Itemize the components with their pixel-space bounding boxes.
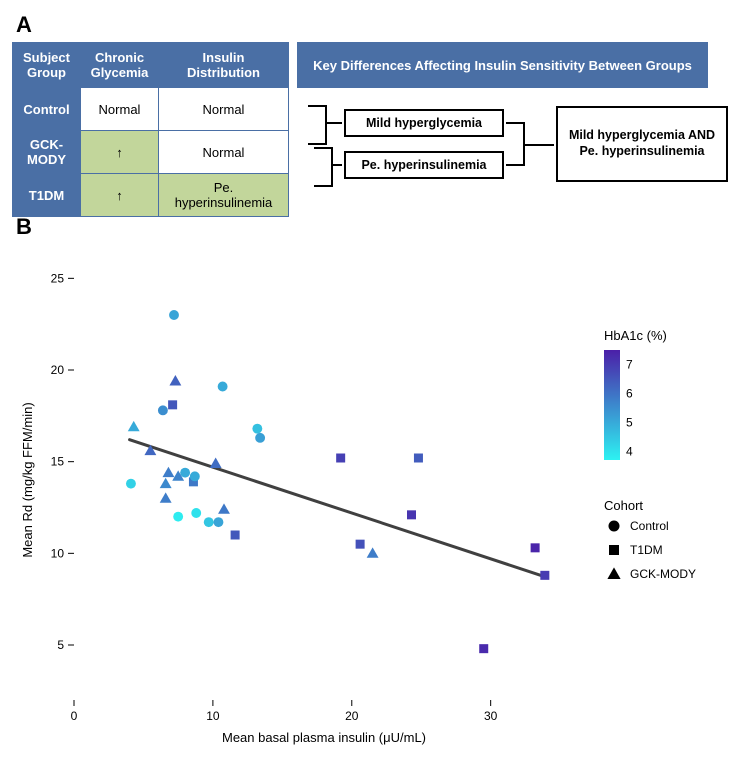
- svg-text:15: 15: [51, 455, 65, 469]
- panel-b: 0 10 20 30 5 10 15 20 25 Mean basal plasma insuli…: [12, 250, 736, 760]
- svg-text:Mean basal plasma insulin (μU/: Mean basal plasma insulin (μU/mL): [222, 730, 426, 745]
- box-combined: Mild hyperglycemia AND Pe. hyperinsuline…: [556, 106, 728, 182]
- box-mild-hyperglycemia: Mild hyperglycemia: [344, 109, 504, 137]
- svg-text:Cohort: Cohort: [604, 498, 643, 513]
- th-key-diff: Key Differences Affecting Insulin Sensit…: [298, 43, 708, 88]
- svg-text:0: 0: [71, 709, 78, 723]
- svg-text:6: 6: [626, 386, 633, 400]
- svg-text:Mean Rd (mg/kg FFM/min): Mean Rd (mg/kg FFM/min): [20, 402, 35, 557]
- svg-text:5: 5: [57, 638, 64, 652]
- cell-glyc: Normal: [81, 88, 159, 131]
- svg-text:4: 4: [626, 444, 633, 458]
- panel-a-label: A: [16, 12, 736, 38]
- cell-insdist: Normal: [159, 88, 289, 131]
- cell-glyc: ↑: [81, 174, 159, 217]
- svg-text:10: 10: [51, 546, 65, 560]
- panel-a: Subject Group Chronic Glycemia Insulin D…: [12, 42, 736, 210]
- svg-text:HbA1c (%): HbA1c (%): [604, 328, 667, 343]
- th-insulin-dist: Insulin Distribution: [159, 43, 289, 88]
- svg-text:20: 20: [51, 363, 65, 377]
- panel-b-label: B: [16, 214, 736, 240]
- svg-text:Control: Control: [630, 519, 669, 533]
- svg-text:GCK-MODY: GCK-MODY: [630, 567, 696, 581]
- row-group-gckmody: GCK-MODY: [13, 131, 81, 174]
- row-group-control: Control: [13, 88, 81, 131]
- row-group-t1dm: T1DM: [13, 174, 81, 217]
- box-pe-hyperinsulinemia: Pe. hyperinsulinemia: [344, 151, 504, 179]
- svg-text:5: 5: [626, 415, 633, 429]
- svg-text:20: 20: [345, 709, 359, 723]
- svg-text:T1DM: T1DM: [630, 543, 663, 557]
- panel-a-diagram: Mild hyperglycemia Pe. hyperinsulinemia …: [308, 90, 736, 210]
- svg-text:25: 25: [51, 271, 65, 285]
- table-header-row: Subject Group Chronic Glycemia Insulin D…: [13, 43, 708, 88]
- svg-text:7: 7: [626, 357, 633, 371]
- cell-insdist: Pe. hyperinsulinemia: [159, 174, 289, 217]
- scatter-plot: 0 10 20 30 5 10 15 20 25 Mean basal plasma insuli…: [12, 250, 736, 760]
- svg-text:30: 30: [484, 709, 498, 723]
- svg-text:10: 10: [206, 709, 220, 723]
- th-subject-group: Subject Group: [13, 43, 81, 88]
- cell-insdist: Normal: [159, 131, 289, 174]
- cell-glyc: ↑: [81, 131, 159, 174]
- th-chronic-glyc: Chronic Glycemia: [81, 43, 159, 88]
